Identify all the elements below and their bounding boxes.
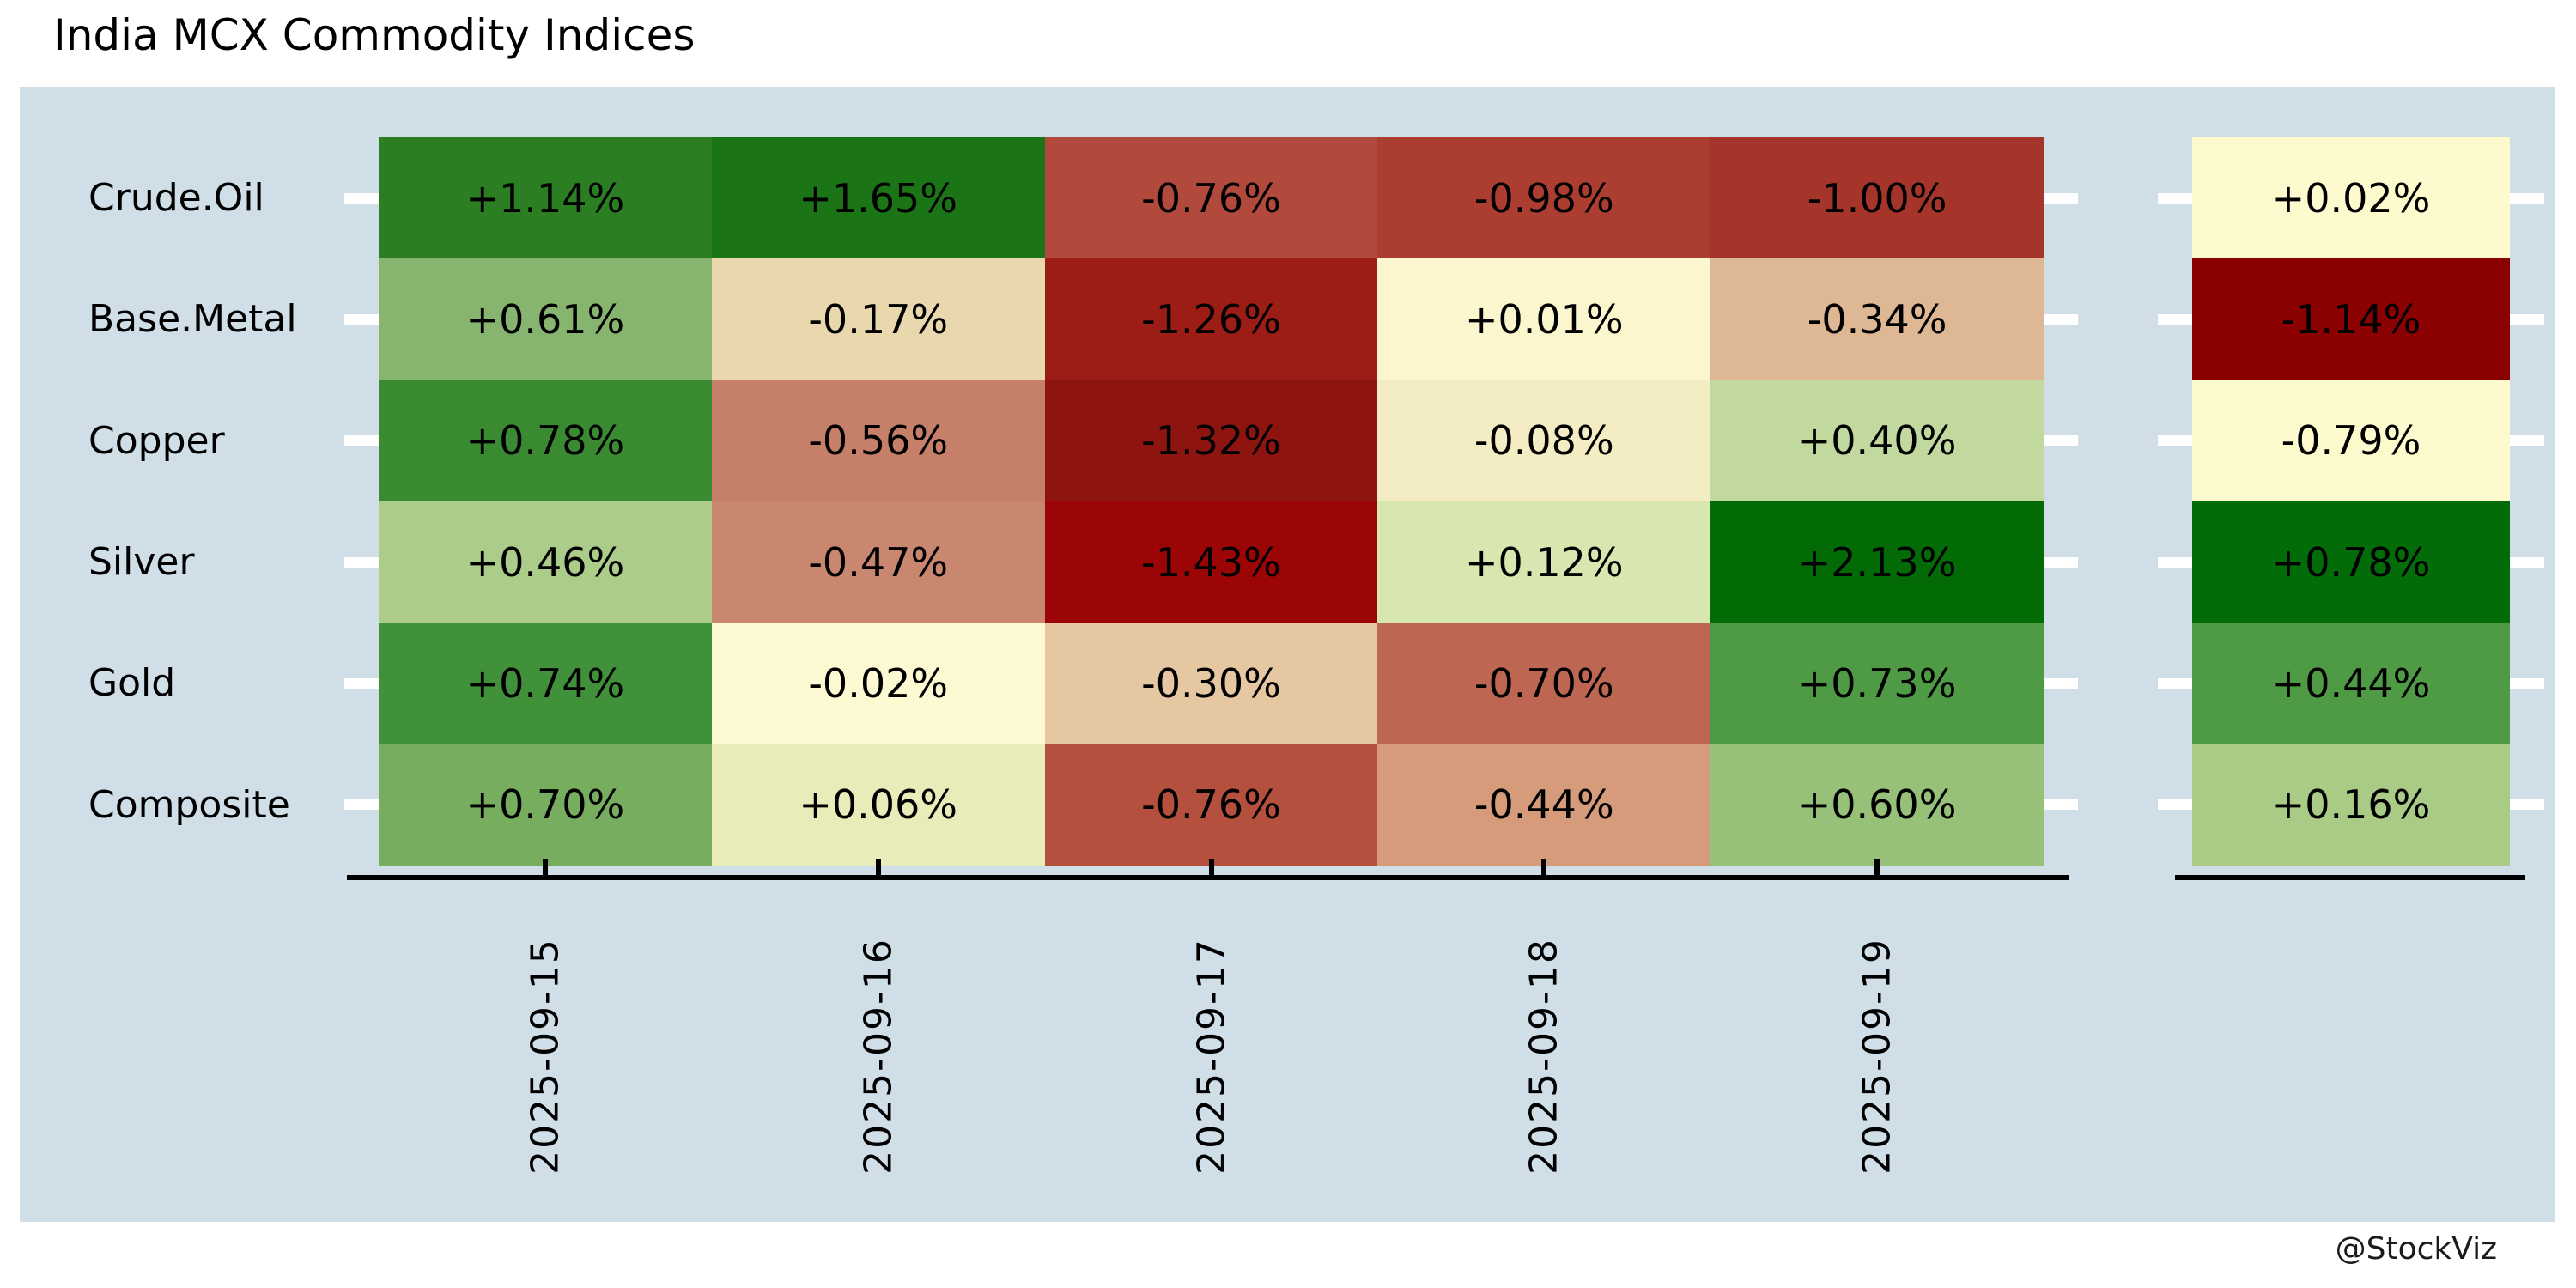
summary-tick-left [2158,435,2192,447]
heatmap-cell: -0.30% [1044,623,1378,744]
heatmap-cell: +0.40% [1710,380,2044,501]
chart-title: India MCX Commodity Indices [53,10,696,60]
row-tick-left [344,799,379,811]
heatmap-cell: +1.65% [711,137,1045,259]
heatmap-cell: -0.08% [1377,380,1711,501]
heatmap-cell: +0.06% [711,744,1045,866]
summary-tick-left [2158,556,2192,568]
row-tick-right [2044,313,2078,325]
heatmap-cell: -1.26% [1044,258,1378,380]
heatmap-cell: +0.70% [379,744,712,866]
row-tick-left [344,313,379,325]
row-tick-right [2044,556,2078,568]
heatmap-cell: -0.44% [1377,744,1711,866]
heatmap-cell: -0.70% [1377,623,1711,744]
heatmap-cell: -0.76% [1044,744,1378,866]
x-tick-label: 2025-09-15 [523,938,568,1175]
x-tick [875,859,881,880]
x-tick-label: 2025-09-18 [1522,938,1566,1175]
summary-tick-right [2510,192,2544,204]
heatmap-cell: -0.76% [1044,137,1378,259]
heatmap-cell: +0.61% [379,258,712,380]
summary-cell: +0.44% [2192,623,2510,744]
row-tick-right [2044,435,2078,447]
heatmap-cell: -0.17% [711,258,1045,380]
summary-tick-right [2510,799,2544,811]
heatmap-cell: -1.43% [1044,501,1378,623]
summary-tick-left [2158,799,2192,811]
summary-tick-right [2510,556,2544,568]
heatmap-cell: +0.01% [1377,258,1711,380]
row-tick-left [344,677,379,689]
heatmap-cell: +0.12% [1377,501,1711,623]
summary-tick-right [2510,435,2544,447]
summary-tick-right [2510,313,2544,325]
summary-tick-left [2158,192,2192,204]
x-tick-label: 2025-09-16 [856,938,901,1175]
row-tick-left [344,435,379,447]
summary-tick-left [2158,677,2192,689]
x-tick [1874,859,1880,880]
summary-tick-left [2158,313,2192,325]
heatmap-cell: +0.46% [379,501,712,623]
row-label: Composite [88,782,290,827]
summary-axis-line [2175,875,2525,880]
heatmap-cell: +1.14% [379,137,712,259]
row-label: Crude.Oil [88,176,264,221]
x-axis-line [347,875,2069,880]
summary-cell: +0.02% [2192,137,2510,259]
heatmap-cell: +0.74% [379,623,712,744]
row-label: Gold [88,661,176,706]
summary-tick-right [2510,677,2544,689]
x-tick [1541,859,1547,880]
x-tick-label: 2025-09-19 [1855,938,1899,1175]
summary-cell: -0.79% [2192,380,2510,501]
heatmap-cell: -0.47% [711,501,1045,623]
heatmap-cell: -0.98% [1377,137,1711,259]
heatmap-cell: +2.13% [1710,501,2044,623]
heatmap-cell: -1.00% [1710,137,2044,259]
heatmap-cell: +0.78% [379,380,712,501]
heatmap-cell: -0.02% [711,623,1045,744]
x-tick-label: 2025-09-17 [1189,938,1233,1175]
watermark-text: @StockViz [2335,1231,2497,1267]
heatmap-cell: -0.34% [1710,258,2044,380]
row-tick-right [2044,192,2078,204]
x-tick [1208,859,1214,880]
heatmap-cell: -0.56% [711,380,1045,501]
row-tick-left [344,192,379,204]
row-tick-right [2044,677,2078,689]
row-label: Silver [88,540,195,585]
row-tick-left [344,556,379,568]
row-tick-right [2044,799,2078,811]
heatmap-cell: +0.60% [1710,744,2044,866]
x-tick [542,859,548,880]
summary-cell: +0.16% [2192,744,2510,866]
heatmap-cell: -1.32% [1044,380,1378,501]
heatmap-cell: +0.73% [1710,623,2044,744]
row-label: Base.Metal [88,297,297,342]
row-label: Copper [88,418,225,463]
summary-cell: +0.78% [2192,501,2510,623]
summary-cell: -1.14% [2192,258,2510,380]
